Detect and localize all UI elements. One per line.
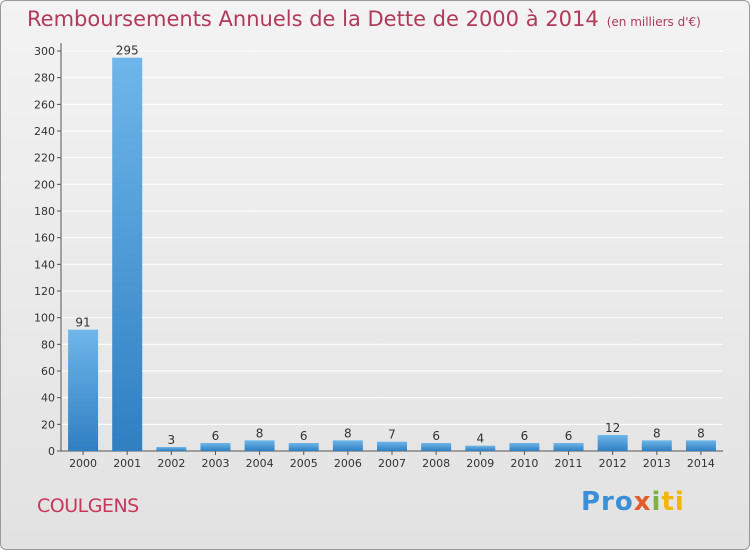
bar: [377, 441, 407, 451]
x-tick-label: 2000: [69, 457, 97, 470]
y-tick-label: 40: [41, 392, 55, 405]
x-tick-label: 2013: [643, 457, 671, 470]
data-label: 91: [75, 316, 90, 330]
logo-part-1: Pro: [581, 487, 634, 517]
bar: [465, 445, 496, 451]
chart-title: Remboursements Annuels de la Dette de 20…: [27, 7, 701, 31]
x-tick-label: 2010: [510, 457, 538, 470]
logo-part-4: ti: [661, 487, 685, 517]
grid-lines: [61, 50, 723, 452]
y-tick-label: 160: [34, 232, 55, 245]
x-tick-label: 2002: [157, 457, 185, 470]
bar: [68, 329, 99, 451]
y-tick-label: 200: [34, 178, 55, 191]
bar: [685, 440, 716, 451]
proxiti-logo: Proxiti: [581, 487, 685, 517]
bar: [156, 447, 187, 451]
bar: [200, 443, 231, 451]
x-tick-label: 2012: [599, 457, 627, 470]
logo-part-2: x: [633, 487, 652, 517]
bar: [112, 57, 143, 452]
data-label: 6: [521, 429, 529, 443]
data-label: 8: [344, 426, 352, 440]
chart-title-text: Remboursements Annuels de la Dette de 20…: [27, 7, 599, 31]
y-tick-label: 300: [34, 45, 55, 58]
x-tick-label: 2008: [422, 457, 450, 470]
x-tick-label: 2007: [378, 457, 406, 470]
labels: 0 20 40 60 80 100 120 140 160 180 200 220 240 260 280 3…: [34, 44, 715, 470]
data-label: 6: [565, 429, 573, 443]
bar: [597, 435, 628, 451]
bar: [244, 440, 275, 451]
y-tick-label: 240: [34, 125, 55, 138]
y-tick-label: 280: [34, 72, 55, 85]
y-tick-label: 100: [34, 312, 55, 325]
data-label: 295: [116, 44, 139, 58]
data-label: 8: [697, 426, 705, 440]
data-label: 3: [168, 433, 176, 447]
commune-name: COULGENS: [37, 495, 139, 517]
data-label: 4: [476, 432, 484, 446]
data-label: 12: [605, 421, 620, 435]
data-label: 6: [432, 429, 440, 443]
x-tick-label: 2001: [113, 457, 141, 470]
y-tick-label: 0: [48, 445, 55, 458]
bar: [332, 440, 363, 451]
data-label: 7: [388, 428, 396, 442]
data-label: 8: [256, 426, 264, 440]
y-tick-label: 180: [34, 205, 55, 218]
x-tick-label: 2014: [687, 457, 715, 470]
bar: [553, 443, 584, 451]
bar: [509, 443, 540, 451]
x-tick-label: 2004: [246, 457, 274, 470]
y-tick-label: 140: [34, 258, 55, 271]
y-tick-label: 260: [34, 98, 55, 111]
bar: [288, 443, 319, 451]
x-tick-label: 2005: [290, 457, 318, 470]
data-label: 6: [212, 429, 220, 443]
bar: [421, 443, 452, 451]
x-tick-label: 2003: [201, 457, 229, 470]
logo-part-3: i: [651, 487, 662, 517]
x-tick-label: 2006: [334, 457, 362, 470]
x-tick-label: 2011: [555, 457, 583, 470]
chart-unit: (en milliers d'€): [606, 15, 701, 29]
data-label: 6: [300, 429, 308, 443]
bar: [641, 440, 672, 451]
data-label: 8: [653, 426, 661, 440]
x-tick-label: 2009: [466, 457, 494, 470]
y-tick-label: 20: [41, 418, 55, 431]
y-tick-label: 60: [41, 365, 55, 378]
bars: [68, 57, 716, 452]
y-tick-label: 220: [34, 152, 55, 165]
y-tick-label: 80: [41, 338, 55, 351]
y-tick-label: 120: [34, 285, 55, 298]
